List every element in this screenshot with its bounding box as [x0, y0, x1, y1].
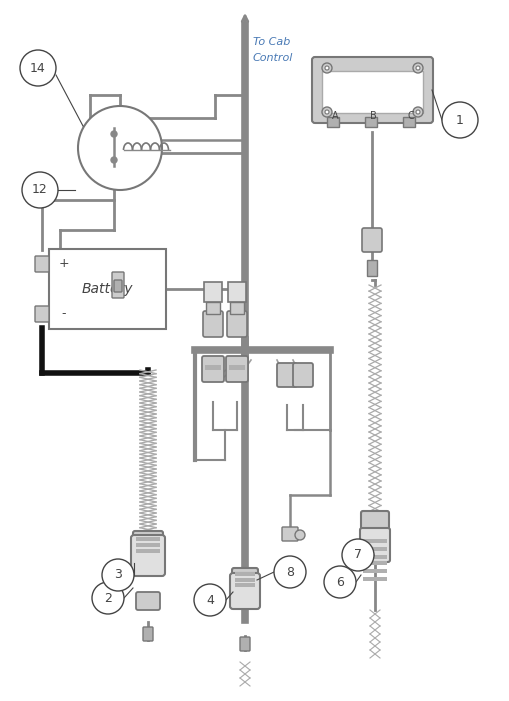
FancyBboxPatch shape	[227, 311, 246, 337]
Bar	[362, 577, 386, 581]
Text: Control: Control	[252, 53, 293, 63]
Bar	[362, 555, 386, 559]
Bar	[205, 365, 220, 370]
Bar	[235, 572, 254, 576]
Text: +: +	[59, 257, 69, 271]
FancyBboxPatch shape	[276, 363, 296, 387]
FancyBboxPatch shape	[203, 311, 222, 337]
Text: 1: 1	[455, 114, 463, 126]
FancyBboxPatch shape	[225, 356, 247, 382]
Circle shape	[20, 50, 56, 86]
Text: C: C	[407, 111, 414, 121]
Circle shape	[321, 63, 331, 73]
Text: A: A	[331, 111, 337, 121]
Text: -: -	[62, 308, 66, 320]
FancyBboxPatch shape	[133, 531, 163, 555]
Text: 6: 6	[335, 576, 343, 589]
FancyBboxPatch shape	[35, 306, 49, 322]
FancyBboxPatch shape	[293, 363, 313, 387]
FancyBboxPatch shape	[230, 302, 243, 314]
FancyBboxPatch shape	[361, 228, 381, 252]
FancyBboxPatch shape	[312, 57, 432, 123]
Circle shape	[415, 110, 419, 114]
Text: 12: 12	[32, 184, 48, 196]
Bar	[136, 537, 160, 541]
Text: Battery: Battery	[81, 282, 133, 296]
Circle shape	[441, 102, 477, 138]
FancyBboxPatch shape	[321, 71, 422, 113]
FancyBboxPatch shape	[360, 511, 388, 537]
FancyBboxPatch shape	[366, 260, 376, 276]
Text: 3: 3	[114, 569, 122, 582]
Circle shape	[78, 106, 162, 190]
Text: To Cab: To Cab	[252, 37, 290, 47]
Circle shape	[412, 107, 422, 117]
Text: 7: 7	[353, 548, 361, 562]
Circle shape	[111, 131, 117, 137]
Circle shape	[193, 584, 225, 616]
FancyBboxPatch shape	[402, 117, 414, 127]
FancyBboxPatch shape	[232, 568, 258, 590]
Circle shape	[294, 530, 304, 540]
Bar	[235, 583, 254, 587]
Circle shape	[342, 539, 373, 571]
Circle shape	[324, 66, 328, 70]
Bar	[362, 539, 386, 543]
FancyBboxPatch shape	[281, 527, 297, 541]
FancyBboxPatch shape	[35, 256, 49, 272]
Text: B: B	[369, 111, 376, 121]
Text: 4: 4	[206, 594, 213, 606]
Bar	[235, 578, 254, 582]
FancyBboxPatch shape	[230, 573, 260, 609]
FancyBboxPatch shape	[114, 280, 122, 292]
FancyBboxPatch shape	[240, 637, 249, 651]
Circle shape	[323, 566, 355, 598]
Bar	[136, 549, 160, 553]
FancyBboxPatch shape	[112, 272, 124, 298]
Text: 8: 8	[286, 566, 293, 578]
Circle shape	[321, 107, 331, 117]
Circle shape	[324, 110, 328, 114]
Text: 14: 14	[30, 62, 46, 74]
Bar	[362, 561, 386, 565]
Bar	[362, 569, 386, 573]
Circle shape	[92, 582, 124, 614]
Text: 2: 2	[104, 592, 111, 604]
FancyBboxPatch shape	[136, 592, 160, 610]
Circle shape	[415, 66, 419, 70]
FancyBboxPatch shape	[204, 282, 221, 302]
FancyBboxPatch shape	[49, 249, 165, 329]
Circle shape	[22, 172, 58, 208]
FancyBboxPatch shape	[131, 535, 165, 576]
FancyBboxPatch shape	[228, 282, 245, 302]
FancyBboxPatch shape	[202, 356, 223, 382]
Bar	[136, 543, 160, 547]
FancyBboxPatch shape	[359, 528, 389, 562]
FancyBboxPatch shape	[206, 302, 219, 314]
Circle shape	[273, 556, 305, 588]
Bar	[362, 547, 386, 551]
FancyBboxPatch shape	[143, 627, 153, 641]
Circle shape	[111, 157, 117, 163]
Bar	[229, 365, 244, 370]
FancyBboxPatch shape	[364, 117, 376, 127]
Circle shape	[102, 559, 134, 591]
Circle shape	[412, 63, 422, 73]
FancyBboxPatch shape	[326, 117, 338, 127]
